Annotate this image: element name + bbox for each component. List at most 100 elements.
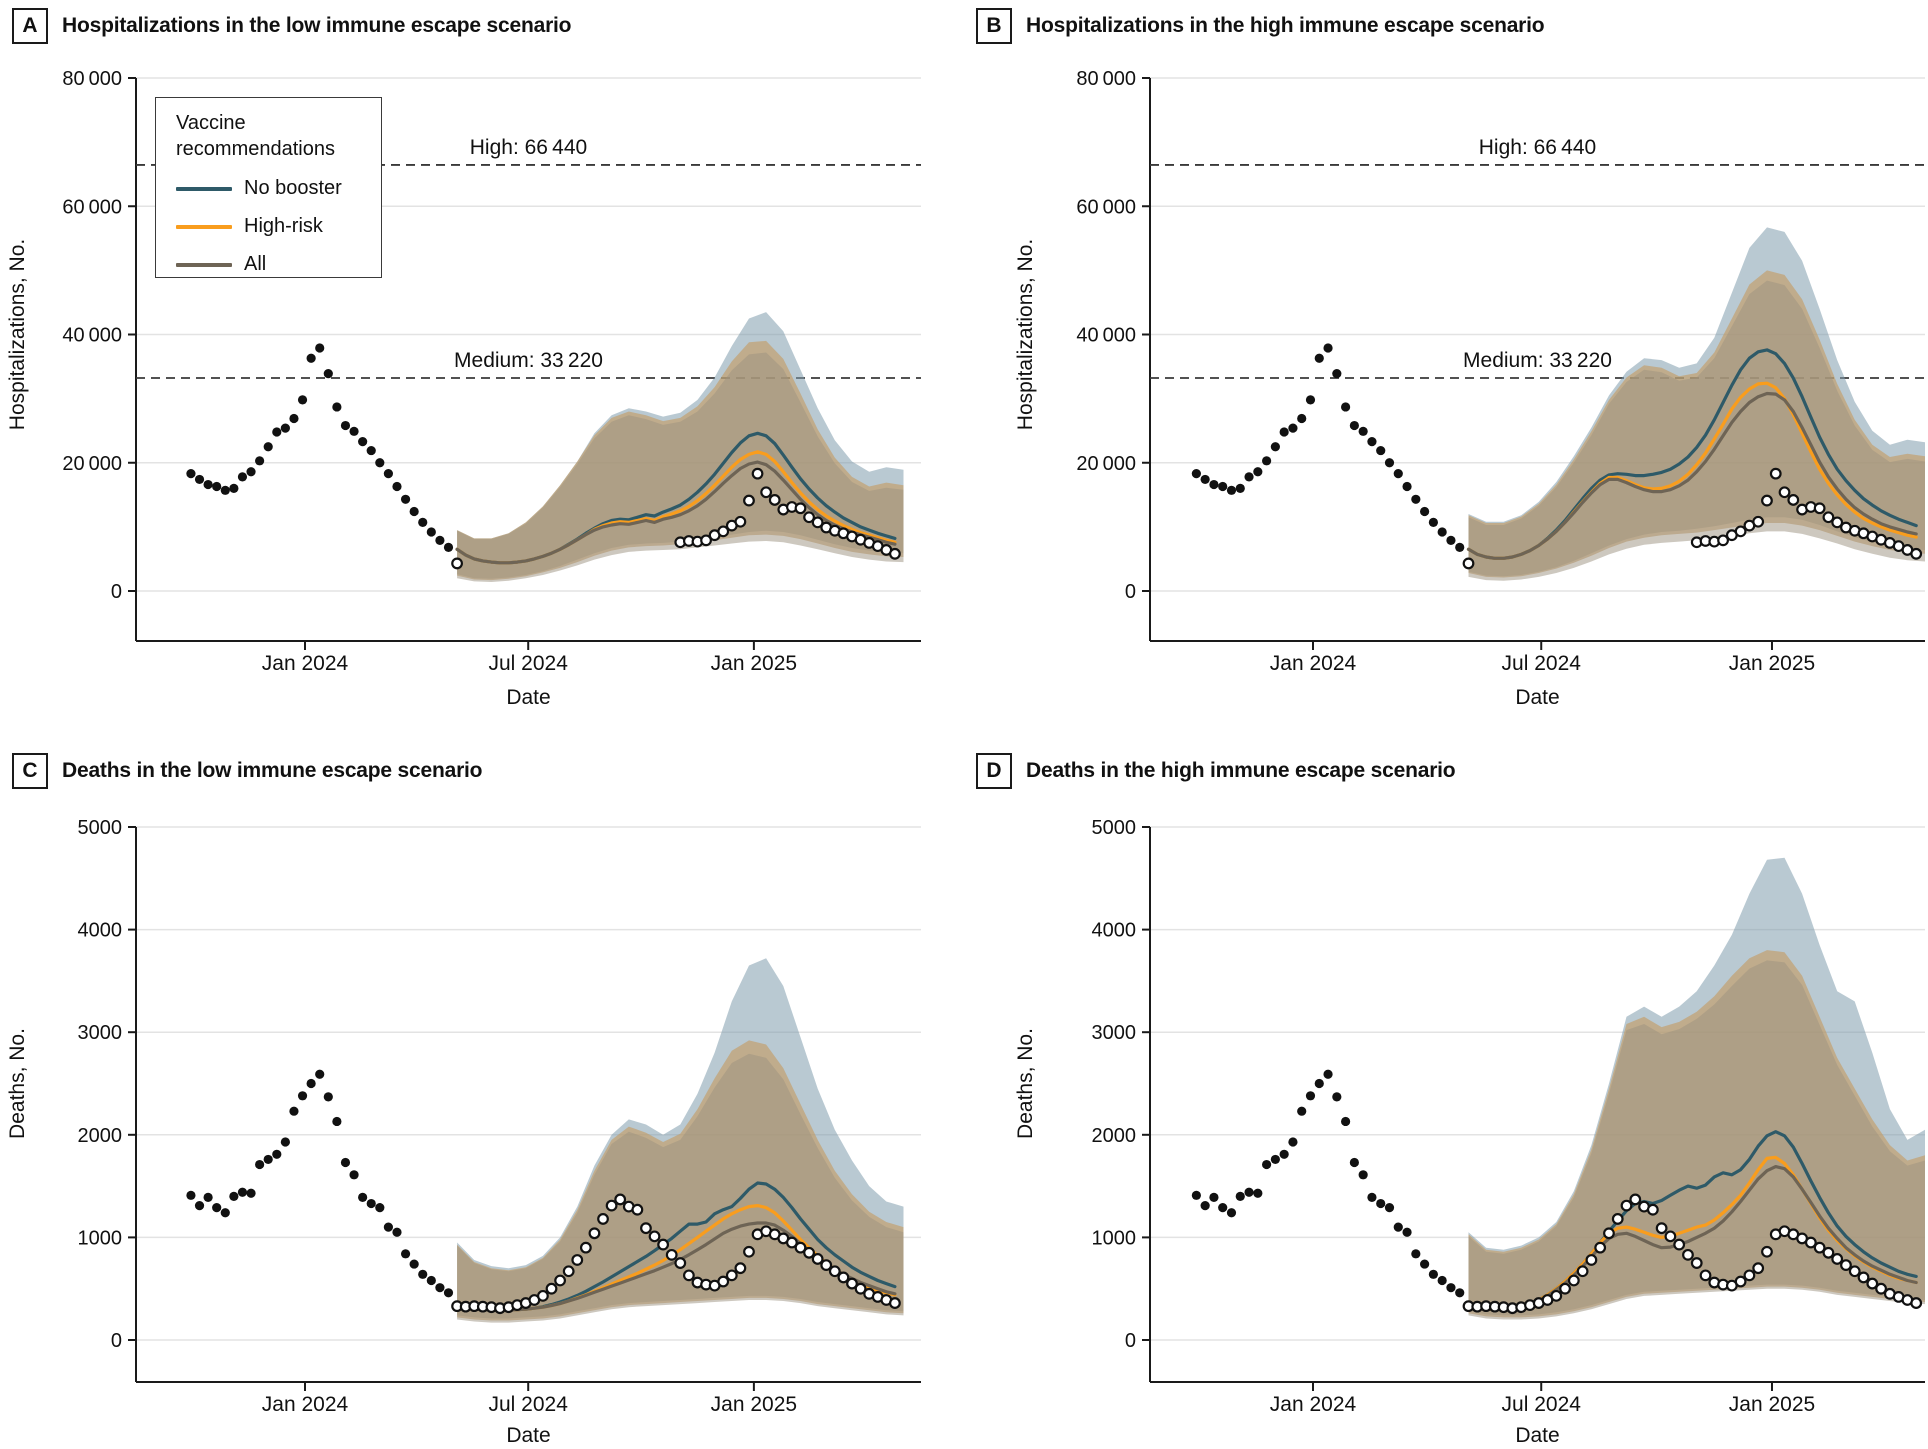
x-tick-label: Jan 2025 — [711, 1393, 797, 1416]
observed-open-dot — [1699, 1269, 1712, 1282]
observed-filled-dot — [1270, 442, 1280, 452]
y-tick-label: 1000 — [1092, 1227, 1137, 1249]
observed-filled-dot — [332, 1116, 342, 1127]
observed-filled-dot — [1384, 1203, 1395, 1213]
observed-filled-dot — [1305, 1091, 1316, 1101]
all-median-line — [455, 460, 897, 565]
observed-open-dot — [1664, 1230, 1677, 1243]
observed-open-dot — [674, 1257, 687, 1269]
observed-filled-dot — [280, 423, 290, 433]
observed-open-dot — [1752, 515, 1765, 528]
y-tick-label: 4000 — [1092, 920, 1137, 942]
y-tick-label: 0 — [1125, 581, 1136, 603]
observed-filled-dot — [315, 1069, 325, 1079]
observed-open-dot — [725, 1269, 738, 1282]
legend-label-all: All — [244, 253, 267, 276]
observed-filled-dot — [409, 506, 419, 517]
panel-d-chart: 0 1000 2000 3000 4000 5000 Jan 2024 Jul 2024 Jan… — [1014, 817, 1925, 1447]
observed-open-dot — [640, 1222, 652, 1235]
observed-open-dot — [1840, 1259, 1852, 1272]
observed-filled-dot — [1341, 402, 1351, 412]
observed-filled-dot — [186, 469, 196, 479]
observed-open-dot — [1813, 502, 1826, 515]
observed-filled-dot — [289, 413, 299, 424]
observed-filled-dot — [203, 479, 213, 490]
observed-filled-dot — [1253, 1188, 1263, 1198]
observed-open-dot — [1611, 1213, 1624, 1225]
observed-open-dot — [1559, 1282, 1571, 1295]
y-tick-label: 0 — [1125, 1330, 1136, 1352]
threshold-label: High: 66 440 — [470, 136, 587, 159]
panel-b: 0 20 000 40 000 60 000 80 000 Jan 2024 Jul 202… — [964, 0, 1928, 724]
legend-box: Vaccine recommendations No booster High-… — [155, 97, 382, 278]
observed-filled-dot — [1200, 1200, 1210, 1211]
observed-filled-dot — [400, 1249, 411, 1259]
observed-filled-dot — [220, 1208, 230, 1218]
observed-filled-dot — [1209, 1192, 1219, 1202]
observed-open-dot — [794, 1241, 807, 1254]
observed-filled-dot — [1455, 1288, 1465, 1298]
legend-item-high-risk: High-risk — [176, 208, 381, 246]
observed-filled-dot — [272, 427, 282, 437]
y-tick-label: 2000 — [1092, 1125, 1137, 1147]
panel-d-letter: D — [976, 753, 1012, 789]
observed-filled-dot — [1262, 456, 1272, 466]
observed-open-dot — [648, 1230, 661, 1243]
observed-open-dot — [854, 1282, 867, 1295]
legend-title: Vaccine recommendations — [176, 112, 335, 161]
observed-filled-dot — [272, 1149, 282, 1159]
observed-filled-dot — [263, 1154, 273, 1165]
all-uncertainty-band — [1468, 960, 1925, 1320]
panel-c-chart: 0 1000 2000 3000 4000 5000 Jan 2024 Jul 2024 Jan… — [6, 817, 921, 1447]
observed-filled-dot — [255, 456, 265, 466]
observed-filled-dot — [1420, 1259, 1430, 1269]
observed-open-dot — [1690, 1257, 1703, 1269]
observed-filled-dot — [1446, 1283, 1456, 1293]
observed-open-dot — [657, 1238, 670, 1251]
observed-filled-dot — [349, 1170, 359, 1180]
observed-filled-dot — [1244, 1187, 1254, 1197]
observed-filled-dot — [246, 467, 256, 477]
observed-filled-dot — [237, 472, 248, 482]
x-tick-label: Jul 2024 — [489, 652, 569, 675]
legend-item-no-booster: No booster — [176, 170, 381, 208]
observed-open-dot — [1567, 1274, 1580, 1287]
observed-filled-dot — [366, 445, 376, 456]
all-uncertainty-band — [457, 352, 904, 582]
observed-open-dot — [700, 534, 712, 547]
observed-open-dot — [1594, 1241, 1607, 1254]
y-tick-label: 40 000 — [62, 325, 122, 347]
observed-filled-dot — [1411, 494, 1421, 504]
observed-filled-dot — [443, 542, 454, 552]
observed-open-dot — [1620, 1199, 1633, 1212]
observed-filled-dot — [1402, 481, 1412, 492]
observed-open-dot — [1550, 1289, 1563, 1302]
observed-filled-dot — [340, 1157, 351, 1168]
observed-open-dot — [760, 486, 773, 499]
observed-open-dot — [571, 1254, 584, 1266]
panel-b-title: Hospitalizations in the high immune esca… — [1026, 14, 1545, 37]
x-tick-label: Jan 2025 — [711, 652, 797, 675]
observed-filled-dot — [340, 420, 351, 431]
observed-filled-dot — [1244, 472, 1254, 482]
observed-open-dot — [554, 1274, 567, 1287]
observed-filled-dot — [1437, 1275, 1447, 1286]
observed-open-dot — [734, 1262, 747, 1275]
observed-filled-dot — [332, 402, 342, 412]
observed-open-dot — [1910, 547, 1923, 560]
observed-open-dot — [785, 1236, 798, 1249]
observed-filled-dot — [1279, 427, 1289, 437]
observed-filled-dot — [1262, 1159, 1272, 1170]
observed-filled-dot — [237, 1187, 248, 1197]
observed-filled-dot — [349, 426, 359, 436]
panel-b-letter: B — [976, 8, 1012, 44]
x-axis-title: Date — [1515, 1424, 1559, 1447]
observed-filled-dot — [426, 527, 436, 537]
observed-filled-dot — [1297, 1106, 1307, 1116]
observed-open-dot — [803, 1246, 815, 1259]
y-tick-label: 5000 — [1092, 817, 1137, 839]
all-line-swatch — [176, 262, 232, 267]
observed-filled-dot — [194, 474, 205, 485]
panel-a-title: Hospitalizations in the low immune escap… — [62, 14, 572, 37]
y-tick-label: 20 000 — [1076, 453, 1136, 475]
